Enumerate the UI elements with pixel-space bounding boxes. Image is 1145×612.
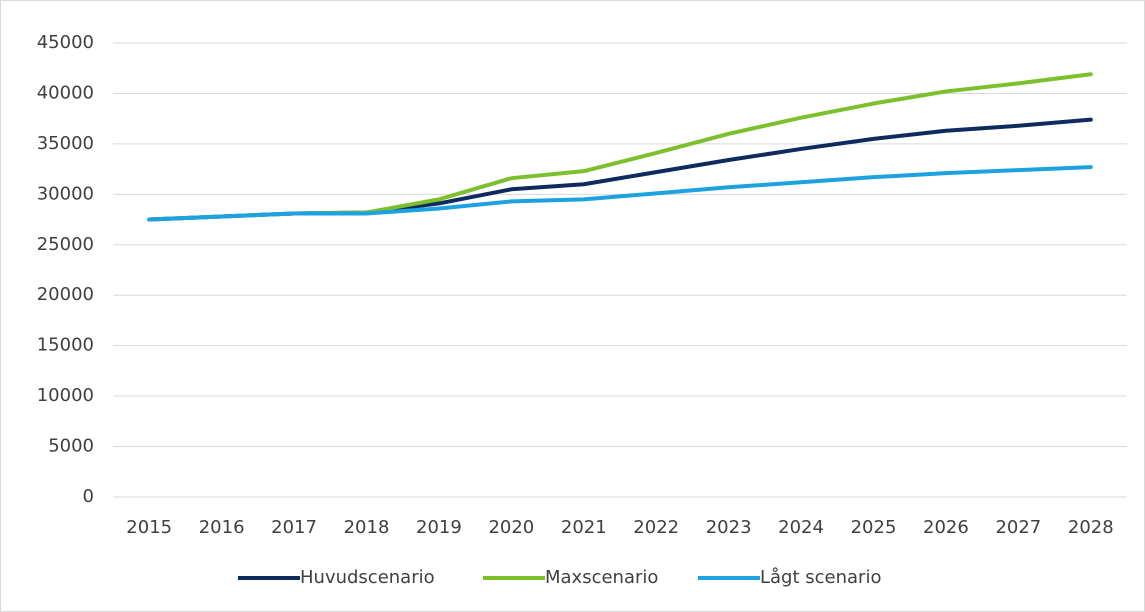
y-tick-label: 35000 [37,133,94,154]
y-tick-label: 5000 [48,436,94,457]
y-tick-label: 10000 [37,385,94,406]
x-tick-label: 2019 [416,517,462,538]
x-tick-label: 2026 [923,517,969,538]
x-tick-label: 2028 [1068,517,1114,538]
x-tick-label: 2021 [561,517,607,538]
y-tick-label: 20000 [37,284,94,305]
x-tick-label: 2020 [488,517,534,538]
y-tick-label: 45000 [37,32,94,53]
y-tick-label: 30000 [37,183,94,204]
x-tick-label: 2025 [851,517,897,538]
y-tick-label: 15000 [37,335,94,356]
y-tick-label: 25000 [37,234,94,255]
y-tick-label: 0 [83,486,94,507]
x-tick-label: 2015 [126,517,172,538]
x-tick-label: 2022 [633,517,679,538]
legend-label: Huvudscenario [300,567,435,588]
x-tick-label: 2016 [199,517,245,538]
x-tick-label: 2024 [778,517,824,538]
x-tick-label: 2023 [706,517,752,538]
y-tick-label: 40000 [37,82,94,103]
legend-label: Lågt scenario [760,567,881,588]
legend-label: Maxscenario [545,567,658,588]
series-line [147,165,1093,222]
x-tick-label: 2027 [995,517,1041,538]
x-tick-label: 2017 [271,517,317,538]
x-tick-label: 2018 [344,517,390,538]
